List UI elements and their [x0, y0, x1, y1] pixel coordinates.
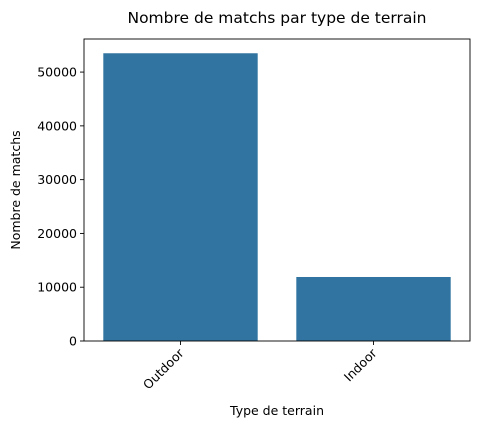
bar-outdoor: [103, 53, 258, 341]
x-tick-label: Outdoor: [140, 345, 187, 392]
plot-frame: [83, 38, 471, 342]
y-tick-label: 10000: [37, 280, 77, 295]
x-axis-label: Type de terrain: [229, 403, 324, 418]
y-tick-label: 20000: [37, 226, 77, 241]
y-tick-label: 50000: [37, 65, 77, 80]
y-axis-label: Nombre de matchs: [8, 130, 23, 249]
y-axis-ticks: 0 10000 20000 30000 40000 50000: [37, 65, 84, 349]
x-tick-label: Indoor: [341, 345, 380, 384]
x-axis-ticks: Outdoor Indoor: [140, 341, 380, 392]
bars-group: [103, 53, 451, 341]
y-tick-label: 40000: [37, 118, 77, 133]
y-tick-label: 0: [69, 334, 77, 349]
y-tick-label: 30000: [37, 172, 77, 187]
bar-indoor: [296, 276, 451, 341]
chart-title: Nombre de matchs par type de terrain: [127, 9, 426, 27]
